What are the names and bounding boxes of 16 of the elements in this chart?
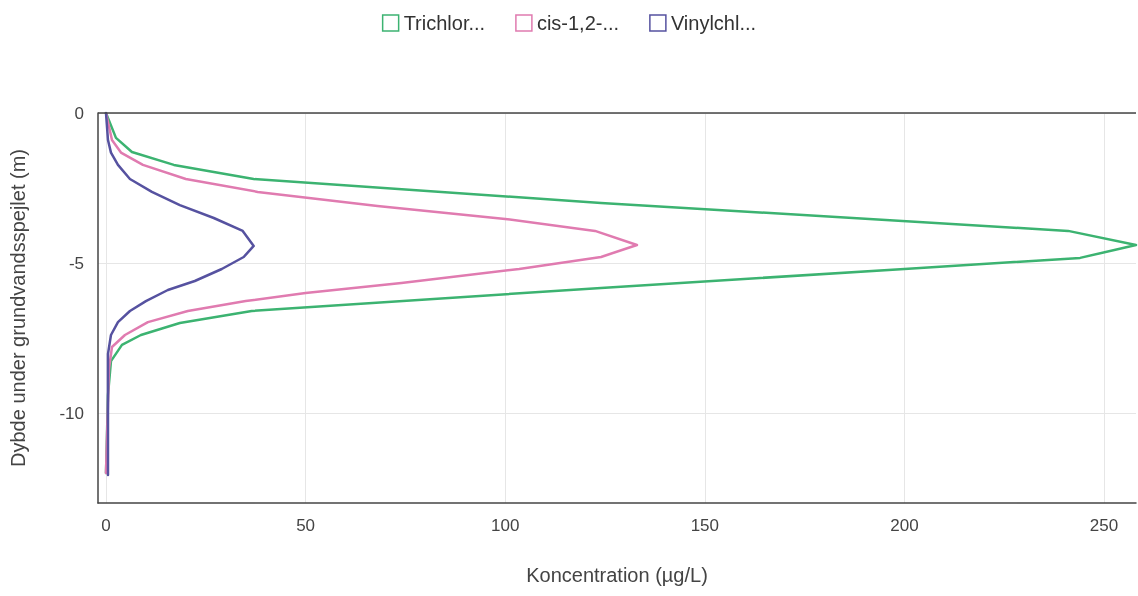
y-tick-label: 0 — [74, 103, 84, 123]
line-series — [104, 111, 639, 475]
x-tick-label: 250 — [1089, 516, 1119, 535]
x-axis-title: Koncentration (µg/L) — [526, 564, 708, 586]
legend-label: Vinylchl... — [670, 12, 757, 34]
legend-label: cis-1,2-... — [536, 12, 620, 34]
x-tick-label: 50 — [296, 516, 316, 535]
line-series — [104, 111, 255, 477]
x-tick-label: 200 — [890, 516, 919, 535]
x-tick-label: 150 — [690, 516, 720, 535]
x-tick-label: 0 — [101, 516, 111, 535]
y-tick-label: -5 — [68, 253, 84, 273]
y-axis-title: Dybde under grundvandsspejlet (m) — [7, 149, 29, 467]
y-tick-label: -10 — [59, 403, 84, 423]
legend-label: Trichlor... — [403, 12, 486, 34]
x-tick-label: 100 — [491, 516, 520, 535]
